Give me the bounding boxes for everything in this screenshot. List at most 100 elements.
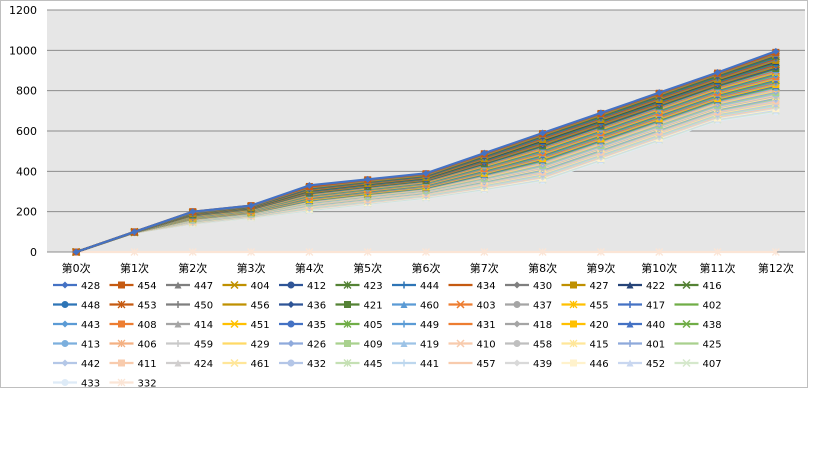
legend-label: 443	[81, 320, 100, 331]
legend-marker	[117, 339, 126, 348]
legend-item: 415	[561, 340, 609, 351]
legend-marker	[400, 281, 408, 289]
data-point	[480, 149, 488, 157]
legend-marker	[400, 340, 408, 347]
legend-marker	[230, 319, 239, 329]
legend-label: 439	[533, 359, 552, 370]
data-point	[422, 248, 430, 256]
legend-item: 432	[279, 359, 326, 370]
x-tick-label: 第8次	[528, 261, 557, 275]
legend-label: 435	[307, 320, 326, 331]
data-point	[130, 228, 138, 236]
legend-marker	[343, 320, 352, 328]
legend-marker	[287, 281, 295, 289]
legend-marker	[570, 320, 577, 328]
data-point	[539, 129, 547, 137]
legend-marker	[61, 301, 69, 308]
legend-label: 438	[703, 320, 722, 331]
legend-label: 459	[194, 340, 213, 351]
series-428	[72, 47, 780, 256]
legend-label: 409	[364, 340, 383, 351]
legend-label: 403	[477, 301, 496, 312]
legend-item: 422	[618, 281, 665, 292]
legend-item: 431	[448, 320, 496, 331]
legend-marker	[287, 359, 295, 367]
legend-item: 438	[674, 319, 722, 331]
legend-marker	[61, 320, 69, 328]
legend-label: 449	[420, 320, 439, 331]
legend-item: 452	[618, 359, 665, 370]
legend-item: 413	[53, 340, 100, 351]
legend-label: 422	[646, 281, 665, 292]
legend-label: 445	[364, 359, 383, 370]
legend-label: 452	[646, 359, 665, 370]
data-point	[305, 248, 314, 256]
data-point	[188, 248, 197, 256]
legend-label: 430	[533, 281, 552, 292]
legend-label: 458	[533, 340, 552, 351]
legend-label: 411	[138, 359, 157, 370]
legend-label: 440	[646, 320, 665, 331]
legend-label: 460	[420, 301, 439, 312]
legend-marker	[570, 359, 577, 367]
legend-marker	[513, 340, 521, 347]
legend-marker	[61, 281, 69, 289]
legend-marker	[626, 301, 634, 308]
legend-marker	[117, 300, 126, 309]
legend-marker	[626, 340, 634, 347]
legend-marker	[400, 320, 408, 328]
legend-marker	[626, 281, 634, 289]
y-tick-label: 0	[30, 246, 37, 259]
legend-item: 409	[335, 340, 383, 351]
legend-item: 441	[392, 359, 439, 370]
legend-label: 405	[364, 320, 383, 331]
legend-label: 446	[590, 359, 609, 370]
legend-label: 450	[194, 301, 213, 312]
legend-item: 434	[448, 281, 496, 292]
data-point	[247, 248, 256, 256]
legend-marker	[174, 301, 182, 308]
x-tick-label: 第3次	[237, 261, 266, 275]
y-tick-label: 800	[16, 85, 37, 98]
data-point	[597, 109, 605, 117]
legend-label: 413	[81, 340, 100, 351]
legend-item: 411	[109, 359, 157, 370]
legend-label: 425	[703, 340, 722, 351]
y-tick-label: 1200	[9, 4, 37, 17]
legend-marker	[287, 320, 295, 328]
legend-item: 418	[505, 320, 552, 331]
legend-item: 425	[674, 340, 722, 351]
data-point	[714, 69, 722, 77]
legend-marker	[570, 281, 577, 289]
legend-item: 442	[53, 359, 100, 370]
legend-label: 408	[138, 320, 157, 331]
legend-label: 417	[646, 301, 665, 312]
y-tick-label: 400	[16, 165, 37, 178]
legend-marker	[174, 340, 182, 347]
legend-marker	[682, 358, 691, 368]
legend-item: 448	[53, 301, 100, 312]
legend-item: 430	[505, 281, 552, 292]
legend-marker	[61, 340, 69, 347]
legend-label: 454	[138, 281, 157, 292]
data-point	[247, 202, 255, 210]
legend-item: 450	[166, 301, 213, 312]
legend-label: 437	[533, 301, 552, 312]
legend-marker	[344, 301, 351, 308]
legend-item: 447	[166, 281, 213, 292]
x-tick-label: 第10次	[641, 261, 677, 275]
legend-label: 441	[420, 359, 439, 370]
legend-label: 418	[533, 320, 552, 331]
legend-marker	[174, 359, 182, 367]
data-point	[422, 169, 430, 177]
legend-item: 443	[53, 320, 100, 331]
legend-item: 453	[109, 300, 157, 312]
legend-label: 402	[703, 301, 722, 312]
legend-item: 433	[53, 379, 100, 389]
legend-item: 421	[335, 301, 383, 312]
x-tick-label: 第5次	[353, 261, 382, 275]
legend-label: 451	[251, 320, 270, 331]
legend-marker	[456, 339, 465, 348]
x-tick-label: 第0次	[62, 261, 91, 275]
legend-marker	[682, 319, 691, 329]
